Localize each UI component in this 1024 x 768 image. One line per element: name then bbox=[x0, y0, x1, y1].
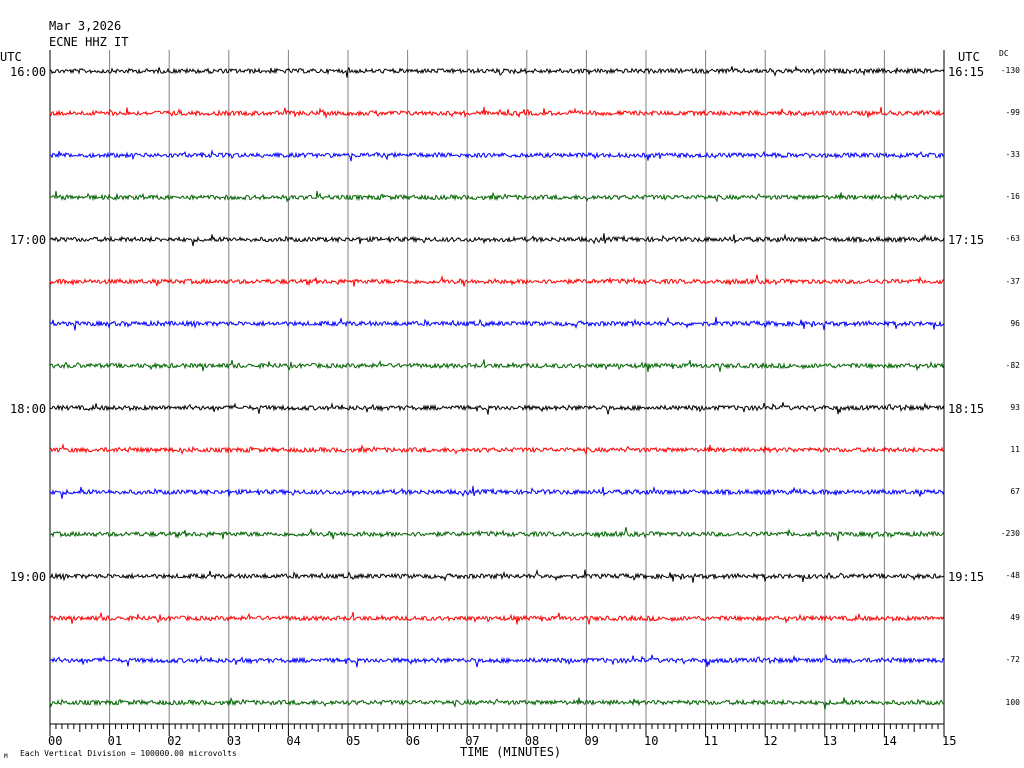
seismic-trace-3 bbox=[50, 149, 945, 162]
seismic-trace-13 bbox=[49, 568, 945, 583]
seismic-trace-2 bbox=[49, 106, 945, 119]
x-tick-label: 02 bbox=[167, 734, 182, 748]
row-dc-offset: -82 bbox=[1005, 360, 1020, 370]
station-label: ECNE HHZ IT bbox=[49, 35, 129, 49]
seismic-trace-10 bbox=[49, 442, 945, 456]
row-time-left: 18:00 bbox=[10, 401, 47, 416]
seismic-trace-1 bbox=[49, 65, 945, 78]
row-dc-offset: 96 bbox=[1010, 318, 1020, 328]
row-dc-offset: -37 bbox=[1005, 276, 1020, 286]
seismic-trace-11 bbox=[49, 485, 945, 499]
row-time-left: 17:00 bbox=[10, 233, 47, 248]
x-tick-label: 07 bbox=[465, 734, 480, 748]
x-tick-label: 11 bbox=[703, 734, 719, 748]
row-dc-offset: 11 bbox=[1010, 444, 1020, 454]
footer-note: Each Vertical Division = 100000.00 micro… bbox=[20, 749, 237, 758]
x-tick-label: 13 bbox=[822, 734, 838, 748]
seismic-trace-16 bbox=[49, 696, 944, 710]
seismic-trace-5 bbox=[49, 233, 945, 247]
grid-layer bbox=[49, 50, 945, 725]
seismic-trace-14 bbox=[49, 611, 945, 625]
x-tick-label: 06 bbox=[405, 734, 421, 748]
row-dc-offset: 49 bbox=[1010, 613, 1020, 623]
row-dc-offset: -72 bbox=[1005, 655, 1020, 665]
row-dc-offset: -63 bbox=[1005, 234, 1020, 244]
seismic-trace-8 bbox=[49, 359, 945, 372]
seismic-trace-9 bbox=[49, 402, 945, 415]
row-time-left: 19:00 bbox=[10, 570, 47, 585]
row-time-right: 17:15 bbox=[948, 233, 985, 248]
seismic-trace-7 bbox=[49, 316, 945, 331]
seismic-trace-4 bbox=[49, 190, 945, 203]
footer-mark: M bbox=[4, 753, 8, 760]
row-time-right: 19:15 bbox=[948, 570, 985, 585]
row-dc-offset: -16 bbox=[1005, 192, 1020, 202]
left-utc-title: UTC bbox=[0, 50, 22, 64]
trace-layer bbox=[49, 65, 945, 710]
x-tick-label: 09 bbox=[584, 734, 599, 748]
x-tick-label: 05 bbox=[346, 734, 361, 748]
row-time-right: 18:15 bbox=[948, 401, 985, 416]
x-tick-label: 10 bbox=[644, 734, 659, 748]
row-dc-offset: -99 bbox=[1005, 108, 1020, 118]
row-dc-offset: -130 bbox=[1000, 66, 1020, 75]
x-tick-label: 15 bbox=[942, 734, 957, 748]
x-tick-label: 12 bbox=[763, 734, 778, 748]
x-tick-label: 01 bbox=[107, 734, 123, 748]
x-axis-title: TIME (MINUTES) bbox=[460, 745, 562, 759]
x-tick-label: 14 bbox=[882, 734, 897, 748]
date-label: Mar 3,2026 bbox=[49, 19, 122, 33]
row-dc-offset: -230 bbox=[1000, 529, 1020, 539]
row-dc-offset: -48 bbox=[1005, 571, 1020, 581]
row-time-left: 16:00 bbox=[10, 65, 47, 79]
seismic-trace-12 bbox=[49, 527, 945, 542]
x-tick-label: 08 bbox=[524, 734, 540, 748]
row-dc-offset: 93 bbox=[1010, 402, 1020, 412]
row-time-right: 16:15 bbox=[948, 65, 985, 79]
x-tick-label: 00 bbox=[48, 734, 63, 748]
seismic-trace-6 bbox=[49, 274, 945, 287]
row-dc-offset: 67 bbox=[1010, 487, 1020, 496]
row-dc-offset: -33 bbox=[1005, 150, 1020, 160]
seismic-trace-15 bbox=[49, 653, 945, 668]
x-tick-label: 03 bbox=[226, 734, 242, 748]
x-tick-label: 04 bbox=[286, 734, 301, 748]
right-utc-title: UTC bbox=[958, 50, 980, 64]
dc-title: DC bbox=[999, 49, 1009, 58]
row-dc-offset: 100 bbox=[1005, 697, 1020, 707]
tick-layer bbox=[49, 724, 945, 736]
